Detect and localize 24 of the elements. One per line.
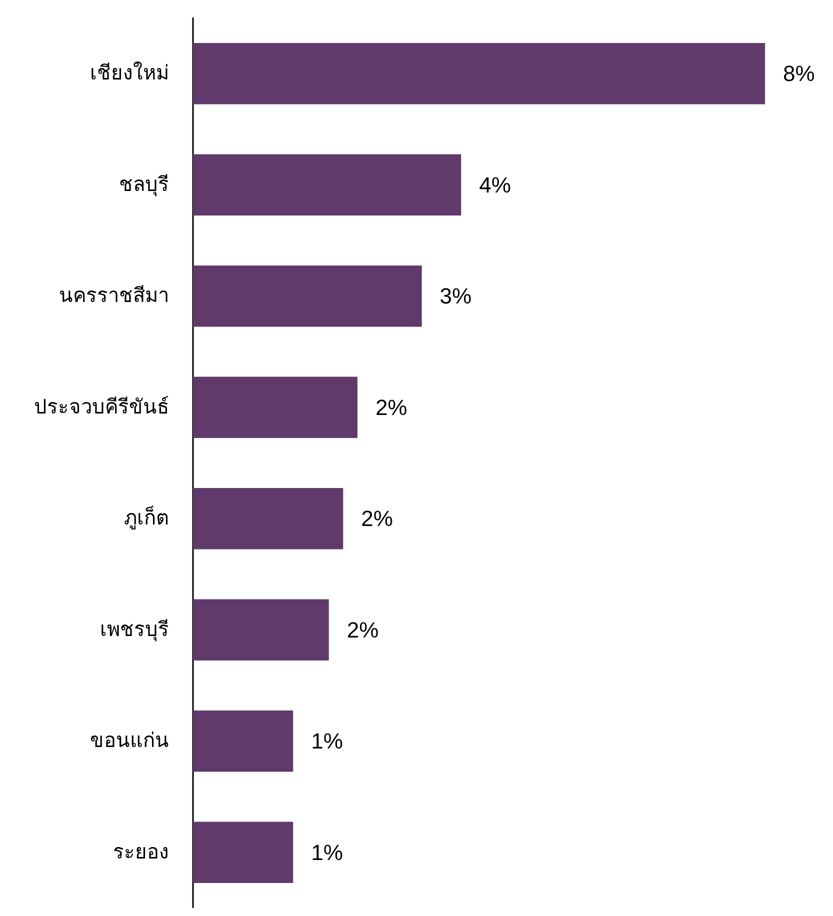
bar [193,376,358,438]
data-label: 2% [346,617,379,642]
data-label: 3% [440,284,472,309]
y-tick-label: ประจวบคีรีขันธ์ [34,395,169,418]
data-label: 8% [783,61,815,86]
y-tick-label: ระยอง [113,841,169,864]
data-label: 2% [375,394,408,420]
y-tick-label: เพชรบุรี [100,618,169,642]
data-label: 1% [311,728,343,754]
data-label: 1% [311,840,343,865]
y-tick-label: นครราชสีมา [59,285,169,308]
y-tick-label: ภูเก็ต [124,504,169,531]
y-tick-label: ขอนแก่น [90,730,169,752]
bar [193,599,329,660]
data-label: 4% [479,172,511,198]
bar [193,822,294,883]
bar [193,488,344,550]
data-label: 2% [361,506,393,532]
bar [193,43,765,104]
y-tick-label: ชลบุรี [119,174,169,197]
y-tick-label: เชียงใหม่ [90,62,169,85]
bar [193,154,462,216]
bar [193,266,422,327]
bar [193,710,294,772]
